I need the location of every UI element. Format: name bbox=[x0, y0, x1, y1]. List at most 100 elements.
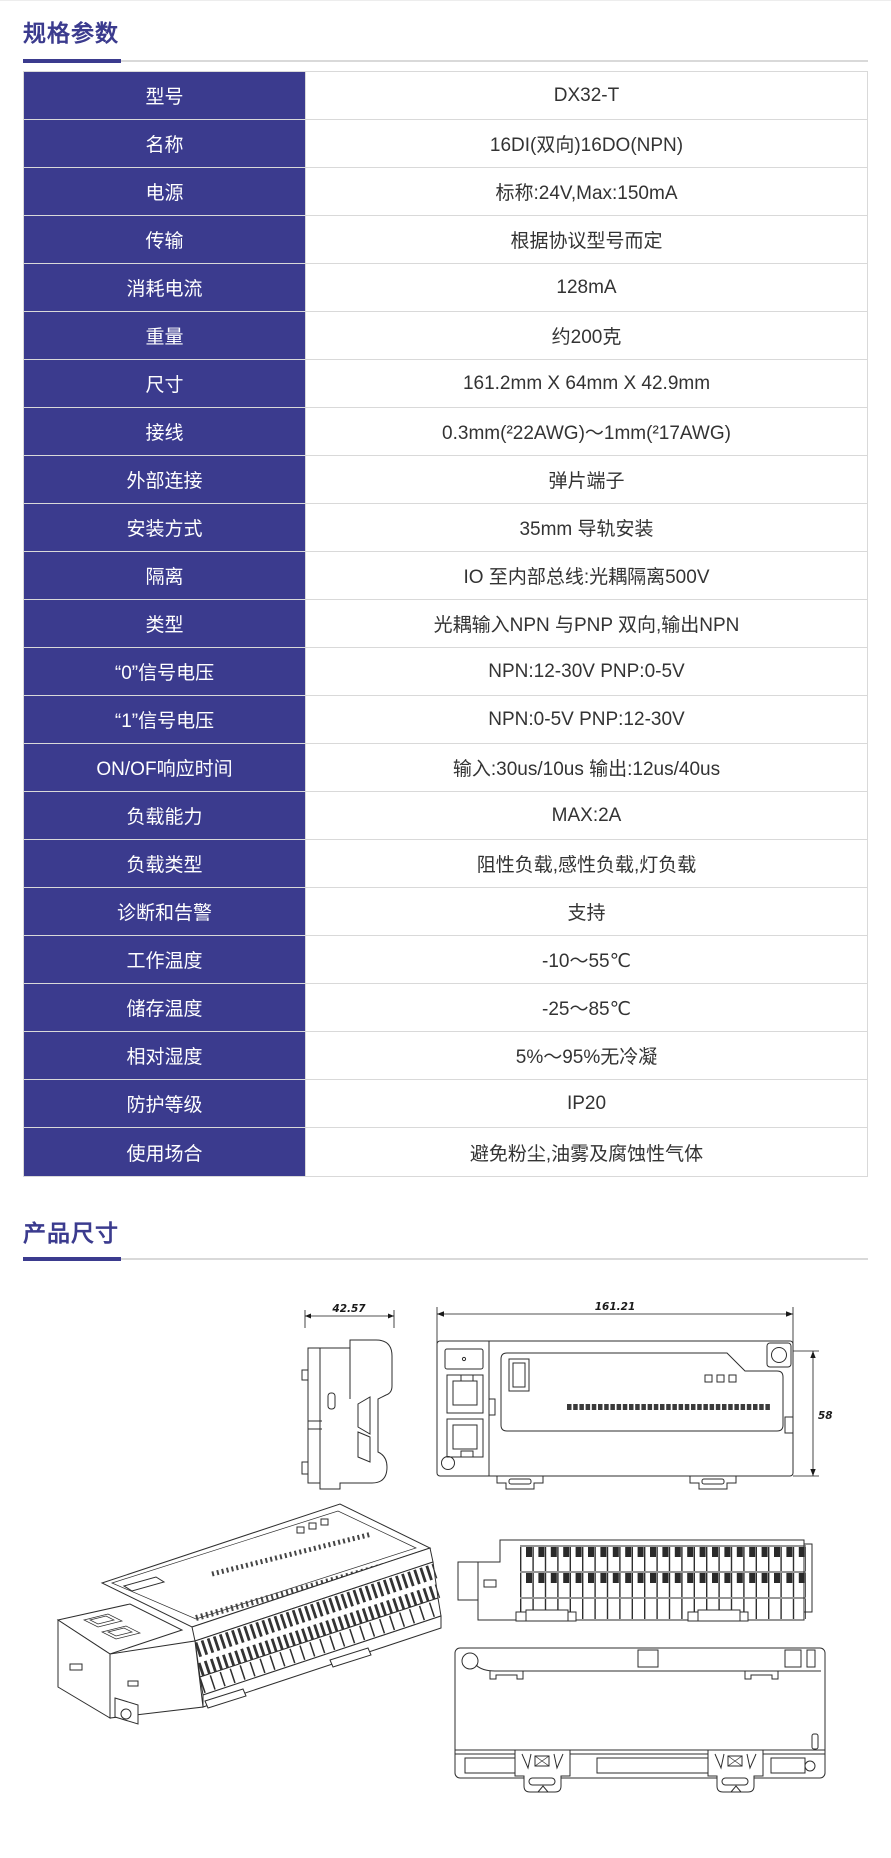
product-dimension-drawings: 42.57 161.21 58 bbox=[0, 1286, 891, 1846]
spec-value-cell: NPN:12-30V PNP:0-5V bbox=[488, 660, 685, 682]
spec-value-cell: 128mA bbox=[556, 276, 617, 298]
top-view-foot bbox=[687, 1609, 749, 1622]
dims-section-title: 产品尺寸 bbox=[23, 1220, 119, 1246]
rj45-port-top bbox=[446, 1374, 484, 1414]
spec-value-cell: 弹片端子 bbox=[548, 471, 625, 492]
spec-label-cell: 使用场合 bbox=[24, 1128, 306, 1176]
spec-label-cell: 储存温度 bbox=[24, 984, 306, 1031]
spec-row: 传输 根据协议型号而定 bbox=[24, 216, 867, 264]
spec-value-cell: DX32-T bbox=[553, 84, 620, 106]
dims-title-underline bbox=[23, 1257, 868, 1261]
spec-row: 使用场合 避免粉尘,油雾及腐蚀性气体 bbox=[24, 1128, 867, 1176]
spec-value-cell: IO 至内部总线:光耦隔离500V bbox=[463, 567, 710, 588]
spec-value-cell: 根据协议型号而定 bbox=[510, 231, 663, 252]
front-mount-hole bbox=[441, 1456, 455, 1470]
spec-label-cell: 安装方式 bbox=[24, 504, 306, 551]
spec-label-cell: 重量 bbox=[24, 312, 306, 359]
spec-label-cell: 电源 bbox=[24, 168, 306, 215]
spec-label-cell: 尺寸 bbox=[24, 360, 306, 407]
spec-value-cell: IP20 bbox=[566, 1092, 607, 1114]
mounting-tab bbox=[766, 1342, 792, 1368]
side-view-drawing: 42.57 bbox=[301, 1303, 395, 1490]
spec-row: 相对湿度 5%～95%无冷凝 bbox=[24, 1032, 867, 1080]
din-rail-clip bbox=[707, 1749, 764, 1793]
spec-value-cell: 0.3mm(²22AWG)～1mm(²17AWG) bbox=[442, 423, 731, 444]
spec-value-cell: MAX:2A bbox=[551, 804, 622, 826]
spec-row: 安装方式 35mm 导轨安装 bbox=[24, 504, 867, 552]
spec-value-cell: 避免粉尘,油雾及腐蚀性气体 bbox=[469, 1143, 704, 1165]
top-view-drawing bbox=[457, 1539, 813, 1622]
underline-gray-segment bbox=[23, 1258, 868, 1260]
din-foot bbox=[689, 1475, 737, 1490]
spec-row: 隔离 IO 至内部总线:光耦隔离500V bbox=[24, 552, 867, 600]
iso-din-foot bbox=[114, 1697, 139, 1725]
spec-label-cell: 消耗电流 bbox=[24, 264, 306, 311]
back-mount-hole bbox=[461, 1652, 479, 1670]
top-view-foot bbox=[515, 1609, 577, 1622]
spec-value-cell: -10～55℃ bbox=[542, 951, 631, 972]
back-view-drawing bbox=[454, 1647, 826, 1793]
spec-row: 外部连接 弹片端子 bbox=[24, 456, 867, 504]
spec-value-cell: 35mm 导轨安装 bbox=[519, 519, 654, 540]
spec-label-cell: 型号 bbox=[24, 72, 306, 119]
spec-row: 名称 16DI(双向)16DO(NPN) bbox=[24, 120, 867, 168]
front-view-drawing: 161.21 58 bbox=[436, 1301, 833, 1490]
spec-value-cell: 阻性负载,感性负载,灯负载 bbox=[476, 855, 697, 876]
spec-row: 诊断和告警 支持 bbox=[24, 888, 867, 936]
spec-label-cell: 类型 bbox=[24, 600, 306, 647]
isometric-view-drawing bbox=[56, 1503, 443, 1725]
spec-row: “0”信号电压 NPN:12-30V PNP:0-5V bbox=[24, 648, 867, 696]
spec-title-underline bbox=[23, 59, 868, 63]
rj45-port-bottom bbox=[446, 1418, 484, 1458]
spec-label-cell: 负载类型 bbox=[24, 840, 306, 887]
spec-label-cell: 工作温度 bbox=[24, 936, 306, 983]
spec-value-cell: 支持 bbox=[567, 903, 606, 924]
din-foot bbox=[496, 1475, 544, 1490]
spec-row: 型号 DX32-T bbox=[24, 72, 867, 120]
spec-label-cell: 负载能力 bbox=[24, 792, 306, 839]
underline-accent-segment bbox=[23, 1257, 121, 1261]
spec-row: 消耗电流 128mA bbox=[24, 264, 867, 312]
spec-row: 电源 标称:24V,Max:150mA bbox=[24, 168, 867, 216]
spec-value-cell: NPN:0-5V PNP:12-30V bbox=[488, 708, 685, 730]
spec-label-cell: “1”信号电压 bbox=[24, 696, 306, 743]
spec-row: 防护等级 IP20 bbox=[24, 1080, 867, 1128]
spec-row: 接线 0.3mm(²22AWG)～1mm(²17AWG) bbox=[24, 408, 867, 456]
spec-value-cell: 16DI(双向)16DO(NPN) bbox=[489, 135, 684, 156]
spec-value-cell: -25～85℃ bbox=[542, 999, 631, 1020]
spec-label-cell: 接线 bbox=[24, 408, 306, 455]
spec-label-cell: 传输 bbox=[24, 216, 306, 263]
spec-row: 负载类型 阻性负载,感性负载,灯负载 bbox=[24, 840, 867, 888]
spec-section-title: 规格参数 bbox=[23, 20, 119, 46]
din-rail-clip bbox=[514, 1749, 571, 1793]
spec-label-cell: 防护等级 bbox=[24, 1080, 306, 1127]
spec-label-cell: 相对湿度 bbox=[24, 1032, 306, 1079]
depth-dimension-label: 42.57 bbox=[331, 1303, 366, 1315]
spec-row: 重量 约200克 bbox=[24, 312, 867, 360]
spec-row: ON/OF响应时间 输入:30us/10us 输出:12us/40us bbox=[24, 744, 867, 792]
spec-value-cell: 161.2mm X 64mm X 42.9mm bbox=[462, 372, 711, 394]
length-dimension-label: 161.21 bbox=[595, 1301, 636, 1313]
underline-gray-segment bbox=[23, 60, 868, 62]
spec-table: 型号 DX32-T 名称 16DI(双向)16DO(NPN) 电源 标称:24V… bbox=[23, 71, 868, 1177]
spec-row: 工作温度 -10～55℃ bbox=[24, 936, 867, 984]
spec-value-cell: 光耦输入NPN 与PNP 双向,输出NPN bbox=[433, 615, 740, 636]
spec-label-cell: 名称 bbox=[24, 120, 306, 167]
spec-value-cell: 输入:30us/10us 输出:12us/40us bbox=[452, 759, 721, 780]
spec-row: 储存温度 -25～85℃ bbox=[24, 984, 867, 1032]
spec-label-cell: 外部连接 bbox=[24, 456, 306, 503]
spec-row: 类型 光耦输入NPN 与PNP 双向,输出NPN bbox=[24, 600, 867, 648]
spec-value-cell: 约200克 bbox=[551, 327, 622, 348]
spec-label-cell: 诊断和告警 bbox=[24, 888, 306, 935]
spec-label-cell: 隔离 bbox=[24, 552, 306, 599]
spec-value-cell: 标称:24V,Max:150mA bbox=[495, 183, 678, 204]
spec-row: 尺寸 161.2mm X 64mm X 42.9mm bbox=[24, 360, 867, 408]
spec-value-cell: 5%～95%无冷凝 bbox=[515, 1047, 658, 1068]
spec-label-cell: “0”信号电压 bbox=[24, 648, 306, 695]
spec-row: 负载能力 MAX:2A bbox=[24, 792, 867, 840]
underline-accent-segment bbox=[23, 59, 121, 63]
height-dimension-label: 58 bbox=[818, 1410, 833, 1422]
spec-row: “1”信号电压 NPN:0-5V PNP:12-30V bbox=[24, 696, 867, 744]
spec-label-cell: ON/OF响应时间 bbox=[24, 744, 306, 791]
